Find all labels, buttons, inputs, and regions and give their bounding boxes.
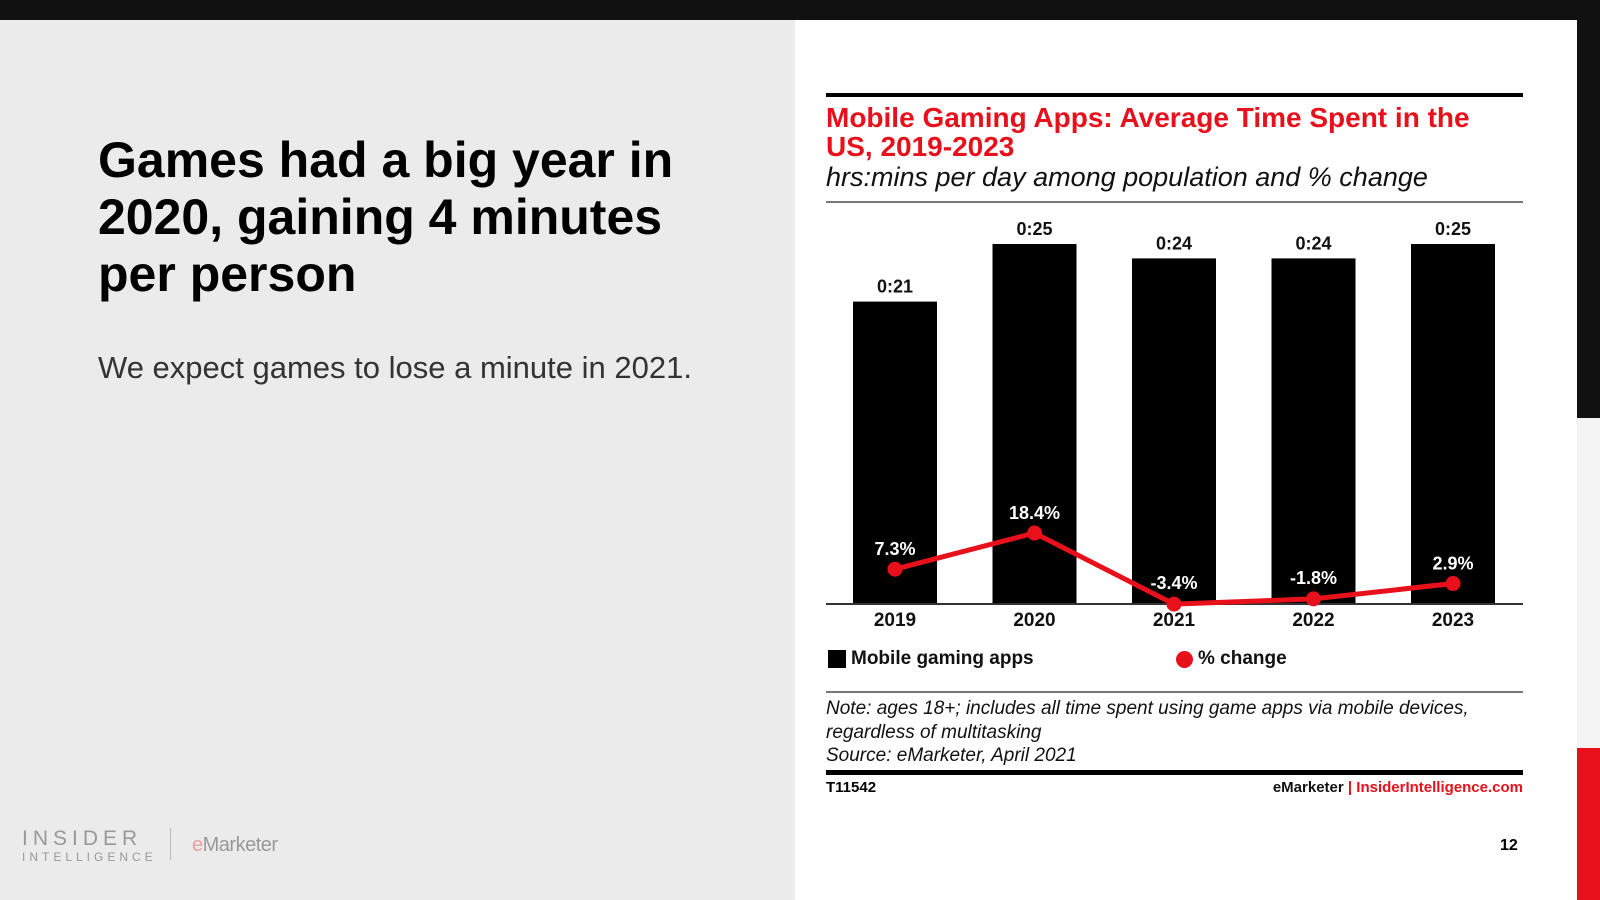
chart-subtitle: hrs:mins per day among population and % … bbox=[826, 162, 1428, 192]
chart-note: Note: ages 18+; includes all time spent … bbox=[826, 697, 1523, 768]
percent-change-point bbox=[1166, 596, 1182, 612]
legend-square-icon bbox=[828, 650, 846, 668]
bar bbox=[1132, 258, 1216, 604]
bar bbox=[992, 244, 1077, 604]
chart-id: T11542 bbox=[826, 779, 877, 796]
percent-change-point bbox=[887, 561, 903, 577]
page-number: 12 bbox=[1500, 837, 1518, 854]
credit-emarketer: eMarketer bbox=[1272, 779, 1344, 796]
bar-value-label: 0:24 bbox=[1295, 233, 1331, 253]
percent-change-point bbox=[1027, 525, 1042, 541]
bar-value-label: 0:21 bbox=[877, 277, 913, 297]
source-text: Source: eMarketer, April 2021 bbox=[826, 745, 1077, 766]
slide-headline: Games had a big year in 2020, gaining 4 … bbox=[98, 132, 674, 302]
insider-intelligence-logo: INSIDER INTELLIGENCE bbox=[22, 827, 157, 865]
percent-change-label: 7.3% bbox=[874, 539, 915, 559]
legend-label: Mobile gaming apps bbox=[851, 648, 1034, 669]
percent-change-label: 2.9% bbox=[1432, 554, 1473, 574]
legend-label: % change bbox=[1198, 648, 1287, 669]
legend-item-bars: Mobile gaming apps bbox=[828, 648, 1034, 670]
bar bbox=[853, 301, 937, 604]
slide-subtext: We expect games to lose a minute in 2021… bbox=[98, 350, 692, 385]
emarketer-logo: eMarketer bbox=[192, 834, 278, 857]
percent-change-point bbox=[1306, 591, 1321, 607]
x-tick-label: 2023 bbox=[1432, 610, 1474, 631]
bar bbox=[1411, 244, 1495, 604]
right-edge-red bbox=[1577, 748, 1600, 900]
logo-intelligence: INTELLIGENCE bbox=[22, 850, 157, 864]
right-edge-dark bbox=[1577, 0, 1600, 418]
top-bar bbox=[0, 0, 1600, 20]
percent-change-label: -1.8% bbox=[1290, 568, 1337, 588]
percent-change-point bbox=[1445, 576, 1461, 592]
logo-insider: INSIDER bbox=[22, 827, 143, 850]
footer-rule bbox=[826, 770, 1523, 775]
bar-value-label: 0:25 bbox=[1435, 219, 1471, 239]
right-edge-light bbox=[1577, 418, 1600, 748]
x-tick-label: 2021 bbox=[1153, 610, 1196, 631]
chart-title: Mobile Gaming Apps: Average Time Spent i… bbox=[826, 102, 1470, 162]
legend-item-line: % change bbox=[1176, 648, 1287, 670]
x-tick-label: 2020 bbox=[1013, 610, 1055, 631]
logo-divider bbox=[170, 828, 171, 860]
chart-credit: eMarketer | InsiderIntelligence.com bbox=[1273, 779, 1523, 796]
note-rule bbox=[826, 691, 1523, 693]
credit-separator: | bbox=[1343, 779, 1357, 796]
logo-marketer: Marketer bbox=[202, 834, 278, 856]
note-text: Note: ages 18+; includes all time spent … bbox=[826, 698, 1469, 743]
credit-insider[interactable]: InsiderIntelligence.com bbox=[1356, 779, 1523, 796]
subtitle-rule bbox=[826, 201, 1523, 203]
x-tick-label: 2022 bbox=[1292, 610, 1334, 631]
bar-value-label: 0:24 bbox=[1156, 233, 1192, 253]
percent-change-label: -3.4% bbox=[1150, 573, 1197, 593]
logo-e: e bbox=[192, 834, 203, 856]
bar bbox=[1271, 258, 1356, 604]
title-rule bbox=[826, 93, 1523, 97]
x-tick-label: 2019 bbox=[874, 610, 916, 631]
bar-value-label: 0:25 bbox=[1016, 219, 1052, 239]
legend-dot-icon bbox=[1176, 650, 1193, 668]
percent-change-label: 18.4% bbox=[1009, 503, 1060, 523]
